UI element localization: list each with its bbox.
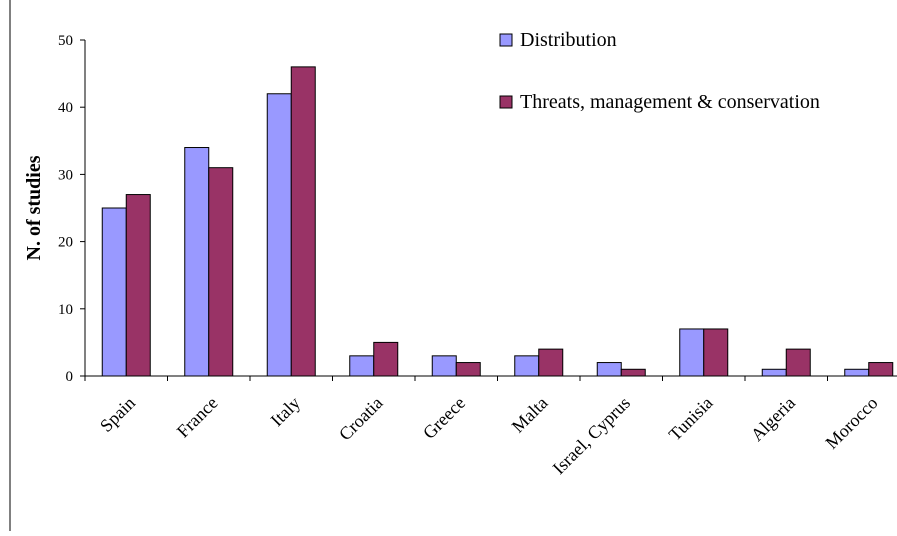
y-tick-label: 0 — [66, 369, 74, 385]
bar-distribution-tunisia — [679, 328, 705, 377]
bar-threats-greece — [455, 362, 481, 377]
legend: Distribution Threats, management & conser… — [499, 29, 820, 113]
x-category-label: Tunisia — [665, 393, 717, 445]
bar-distribution-italy — [266, 93, 292, 377]
bars — [101, 66, 894, 377]
x-category-label: Spain — [96, 393, 139, 436]
x-category-label: Israel, Cyprus — [549, 393, 635, 479]
x-category-label: Malta — [508, 393, 552, 437]
bar-distribution-spain — [101, 207, 127, 377]
legend-swatch — [499, 33, 513, 47]
y-tick-label: 50 — [58, 33, 73, 49]
x-category-label: Algeria — [747, 393, 799, 445]
bar-threats-algeria — [785, 348, 811, 377]
y-tick-label: 30 — [58, 167, 73, 183]
x-category-label: Greece — [419, 393, 469, 443]
x-category-label: Morocco — [821, 393, 881, 453]
bar-distribution-morocco — [844, 368, 870, 377]
bar-threats-tunisia — [703, 328, 729, 377]
bar-threats-spain — [125, 194, 151, 377]
legend-swatch — [499, 95, 513, 109]
bar-threats-malta — [538, 348, 564, 377]
y-tick-label: 10 — [58, 302, 73, 318]
bar-threats-italy — [290, 66, 316, 377]
bar-distribution-israel-cyprus — [596, 362, 622, 377]
bar-threats-israel-cyprus — [620, 368, 646, 377]
legend-label: Threats, management & conservation — [520, 91, 820, 113]
x-category-label: France — [173, 393, 222, 442]
x-category-label: Croatia — [335, 393, 387, 445]
y-tick-label: 20 — [58, 235, 73, 251]
legend-label: Distribution — [520, 29, 617, 51]
bar-distribution-croatia — [349, 355, 375, 377]
bar-distribution-algeria — [761, 368, 787, 377]
bar-threats-france — [208, 167, 234, 377]
bar-threats-morocco — [868, 362, 894, 377]
bar-distribution-france — [184, 147, 210, 377]
bar-distribution-malta — [514, 355, 540, 377]
x-category-label: Italy — [267, 393, 304, 430]
bar-threats-croatia — [373, 341, 399, 377]
bar-distribution-greece — [431, 355, 457, 377]
y-tick-label: 40 — [58, 100, 73, 116]
y-axis-title: N. of studies — [23, 155, 45, 260]
